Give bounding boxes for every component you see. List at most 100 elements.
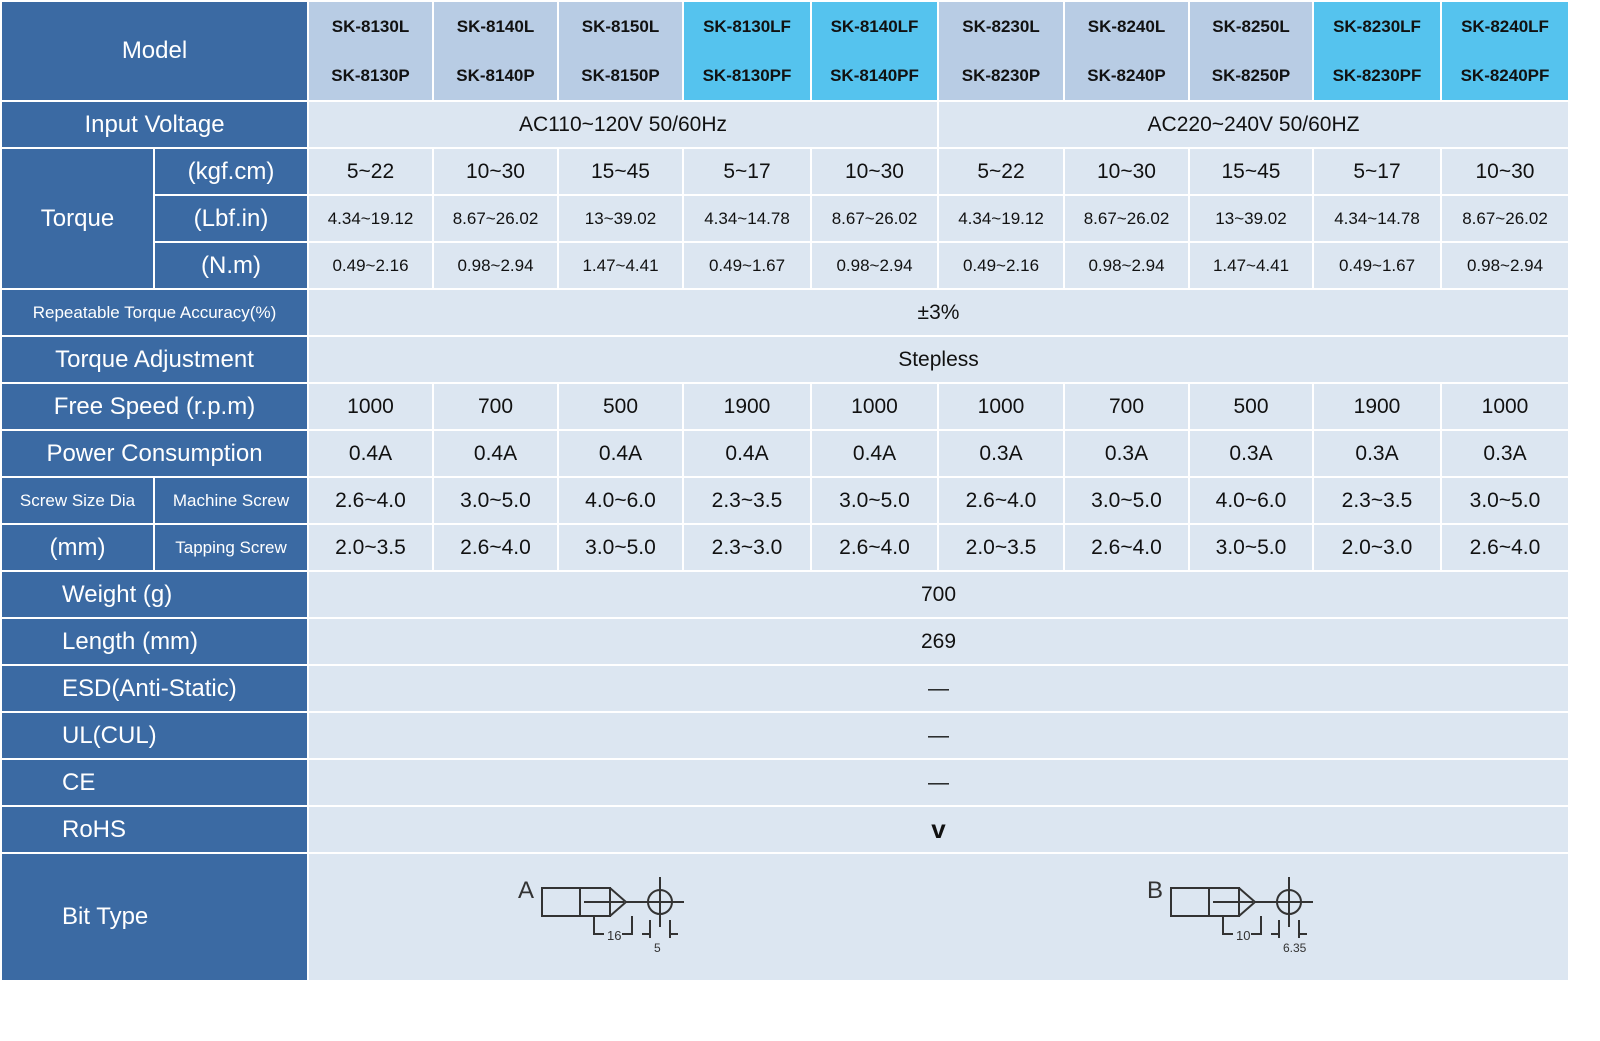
- model-header: SK-8250L SK-8250P: [1188, 0, 1314, 102]
- power-value: 0.4A: [810, 429, 939, 478]
- torque-value: 4.34~19.12: [937, 194, 1065, 243]
- model-bottom: SK-8140P: [456, 66, 535, 85]
- torque-value: 8.67~26.02: [810, 194, 939, 243]
- tapping-screw-value: 2.0~3.5: [937, 523, 1065, 572]
- model-header: SK-8140LF SK-8140PF: [810, 0, 939, 102]
- machine-screw-value: 2.6~4.0: [307, 476, 434, 525]
- bit-type-row: Bit Type A 16 5 B 10 6.35: [0, 852, 1570, 982]
- model-bottom: SK-8130PF: [702, 66, 792, 85]
- torque-value: 0.49~1.67: [1312, 241, 1442, 290]
- bit-type-label: Bit Type: [0, 852, 309, 982]
- torque-value: 0.98~2.94: [1063, 241, 1190, 290]
- ce-row: CE —: [0, 758, 1570, 807]
- torque-value: 13~39.02: [1188, 194, 1314, 243]
- machine-screw-value: 2.3~3.5: [682, 476, 812, 525]
- rohs-row: RoHS v: [0, 805, 1570, 854]
- machine-screw-value: 2.6~4.0: [937, 476, 1065, 525]
- model-header: SK-8130LF SK-8130PF: [682, 0, 812, 102]
- esd-label: ESD(Anti-Static): [0, 664, 309, 713]
- model-bottom: SK-8240P: [1087, 66, 1166, 85]
- input-voltage-label: Input Voltage: [0, 100, 309, 149]
- machine-screw-value: 3.0~5.0: [432, 476, 559, 525]
- power-label: Power Consumption: [0, 429, 309, 478]
- tapping-screw-value: 3.0~5.0: [1188, 523, 1314, 572]
- tapping-screw-value: 2.6~4.0: [432, 523, 559, 572]
- torque-value: 13~39.02: [557, 194, 684, 243]
- bit-length: 16: [607, 928, 621, 943]
- torque-unit-label: (kgf.cm): [153, 147, 309, 196]
- screw-size-unit-label: (mm): [0, 523, 155, 572]
- length-label: Length (mm): [0, 617, 309, 666]
- tapping-screw-label: Tapping Screw: [153, 523, 309, 572]
- repeatable-row: Repeatable Torque Accuracy(%) ±3%: [0, 288, 1570, 337]
- power-value: 0.3A: [1063, 429, 1190, 478]
- torque-label: Torque: [0, 147, 155, 290]
- torque-value: 0.49~1.67: [682, 241, 812, 290]
- torque-value: 10~30: [1063, 147, 1190, 196]
- machine-screw-value: 4.0~6.0: [1188, 476, 1314, 525]
- torque-value: 1.47~4.41: [1188, 241, 1314, 290]
- bit-b-drawing: B 10 6.35: [1147, 877, 1314, 955]
- torque-row: Torque (kgf.cm) 5~22 10~30 15~45 5~17 10~30 5~2…: [0, 147, 1570, 290]
- machine-screw-value: 2.3~3.5: [1312, 476, 1442, 525]
- bit-size: 5: [654, 941, 661, 955]
- model-bottom: SK-8150P: [581, 66, 660, 85]
- torque-row: (Lbf.in) 4.34~19.12 8.67~26.02 13~39.02 4.34…: [1, 194, 1570, 243]
- repeatable-value: ±3%: [307, 288, 1570, 337]
- free-speed-value: 700: [1063, 382, 1190, 431]
- free-speed-value: 1000: [810, 382, 939, 431]
- bit-letter: A: [518, 877, 534, 904]
- torque-value: 0.49~2.16: [307, 241, 434, 290]
- tapping-screw-value: 2.0~3.5: [307, 523, 434, 572]
- screw-size-label: Screw Size Dia: [0, 476, 155, 525]
- weight-label: Weight (g): [0, 570, 309, 619]
- model-bottom: SK-8240PF: [1460, 66, 1550, 85]
- ul-row: UL(CUL) —: [0, 711, 1570, 760]
- input-voltage-row: Input Voltage AC110~120V 50/60Hz AC220~240…: [0, 100, 1570, 149]
- torque-value: 4.34~14.78: [1312, 194, 1442, 243]
- torque-unit-label: (N.m): [153, 241, 309, 290]
- torque-value: 0.98~2.94: [1440, 241, 1570, 290]
- model-top: SK-8250L: [1212, 17, 1290, 36]
- free-speed-value: 500: [557, 382, 684, 431]
- torque-value: 10~30: [1440, 147, 1570, 196]
- esd-row: ESD(Anti-Static) —: [0, 664, 1570, 713]
- torque-value: 0.98~2.94: [432, 241, 559, 290]
- power-value: 0.4A: [307, 429, 434, 478]
- machine-screw-value: 4.0~6.0: [557, 476, 684, 525]
- free-speed-value: 1000: [1440, 382, 1570, 431]
- free-speed-value: 500: [1188, 382, 1314, 431]
- repeatable-label: Repeatable Torque Accuracy(%): [0, 288, 309, 337]
- model-bottom: SK-8230P: [961, 66, 1041, 85]
- model-header: SK-8230L SK-8230P: [937, 0, 1065, 102]
- model-header: SK-8230LF SK-8230PF: [1312, 0, 1442, 102]
- free-speed-value: 1900: [682, 382, 812, 431]
- torque-value: 4.34~14.78: [682, 194, 812, 243]
- power-value: 0.3A: [1188, 429, 1314, 478]
- torque-value: 10~30: [432, 147, 559, 196]
- bit-length: 10: [1236, 928, 1250, 943]
- weight-value: 700: [307, 570, 1570, 619]
- tapping-screw-value: 2.3~3.0: [682, 523, 812, 572]
- model-top: SK-8230LF: [1333, 17, 1421, 36]
- ul-label: UL(CUL): [0, 711, 309, 760]
- adjustment-value: Stepless: [307, 335, 1570, 384]
- power-value: 0.3A: [937, 429, 1065, 478]
- torque-row: (N.m) 0.49~2.16 0.98~2.94 1.47~4.41 0.49~1.6…: [1, 241, 1570, 290]
- tapping-screw-value: 2.6~4.0: [810, 523, 939, 572]
- torque-value: 0.49~2.16: [937, 241, 1065, 290]
- length-value: 269: [307, 617, 1570, 666]
- model-header: SK-8150L SK-8150P: [557, 0, 684, 102]
- machine-screw-value: 3.0~5.0: [810, 476, 939, 525]
- ce-value: —: [307, 758, 1570, 807]
- model-header: SK-8240L SK-8240P: [1063, 0, 1190, 102]
- torque-value: 5~17: [682, 147, 812, 196]
- model-bottom: SK-8140PF: [830, 66, 919, 85]
- free-speed-row: Free Speed (r.p.m) 1000 700 500 1900 1000 1000…: [0, 382, 1570, 431]
- model-header: SK-8240LF SK-8240PF: [1440, 0, 1570, 102]
- machine-screw-row: Screw Size Dia Machine Screw 2.6~4.0 3.0~5.…: [0, 476, 1570, 525]
- free-speed-value: 1000: [937, 382, 1065, 431]
- model-top: SK-8140LF: [830, 17, 919, 36]
- torque-value: 5~22: [307, 147, 434, 196]
- torque-value: 15~45: [1188, 147, 1314, 196]
